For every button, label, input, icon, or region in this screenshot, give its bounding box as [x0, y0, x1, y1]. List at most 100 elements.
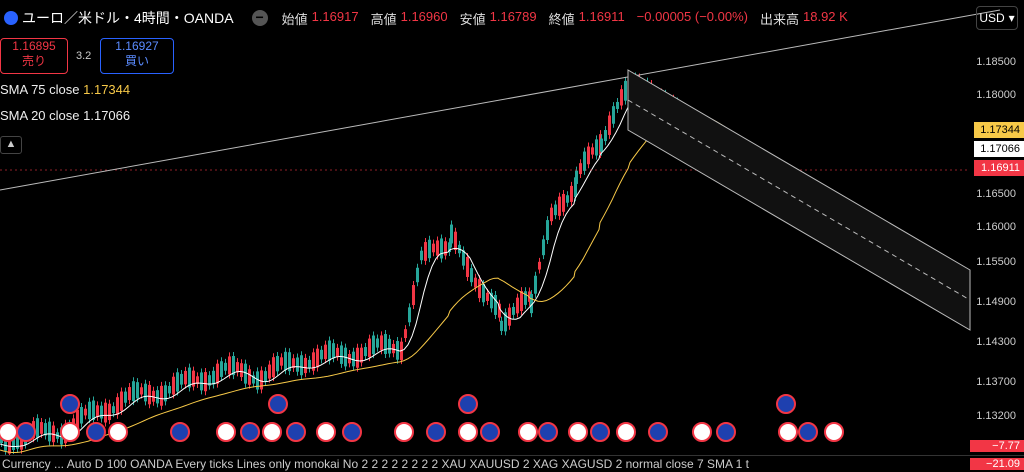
- candle-body: [280, 357, 283, 366]
- country-flag-icon: [538, 422, 558, 442]
- candle-body: [530, 293, 533, 314]
- candle-body: [300, 355, 303, 376]
- candle-body: [88, 401, 91, 420]
- candle-body: [416, 267, 419, 283]
- candle-body: [288, 352, 291, 372]
- candle-body: [248, 369, 251, 385]
- country-flag-icon: [590, 422, 610, 442]
- candle-body: [384, 334, 387, 355]
- candle-body: [128, 387, 131, 401]
- candle-body: [240, 363, 243, 378]
- candle-body: [184, 370, 187, 385]
- candle-body: [508, 307, 511, 326]
- candle-body: [534, 275, 537, 294]
- candle-body: [538, 261, 541, 270]
- ohlc-values: 始値 1.16917 高値 1.16960 安値 1.16789 終値 1.16911 …: [281, 8, 848, 27]
- candle-body: [296, 357, 299, 372]
- candle-body: [96, 405, 99, 417]
- candle-body: [188, 367, 191, 388]
- buy-button[interactable]: 1.16927 買い: [100, 38, 174, 74]
- candle-body: [272, 357, 275, 378]
- country-flag-icon: [716, 422, 736, 442]
- candle-body: [276, 355, 279, 372]
- candle-body: [292, 358, 295, 369]
- candle-body: [8, 434, 11, 454]
- candle-body: [408, 307, 411, 323]
- candle-body: [428, 239, 431, 259]
- country-flag-icon: [798, 422, 818, 442]
- candle-body: [208, 375, 211, 386]
- candle-body: [164, 385, 167, 402]
- candle-body: [140, 387, 143, 395]
- candle-body: [320, 349, 323, 360]
- candle-body: [328, 340, 331, 361]
- candle-body: [192, 370, 195, 387]
- candle-body: [512, 306, 515, 315]
- bottom-value-tag-2: −21.09: [970, 458, 1024, 470]
- candle-body: [352, 351, 355, 367]
- chevron-up-icon[interactable]: ▲: [0, 136, 22, 154]
- symbol-icon[interactable]: [4, 11, 18, 25]
- candle-body: [136, 382, 139, 399]
- candle-body: [562, 193, 565, 212]
- country-flag-icon: [60, 394, 80, 414]
- country-flag-icon: [216, 422, 236, 442]
- candle-body: [591, 147, 594, 155]
- candle-body: [152, 390, 155, 402]
- sma20-line: [0, 90, 757, 448]
- price-axis-label: 1.18500: [976, 56, 1016, 68]
- candle-body: [144, 383, 147, 402]
- candle-body: [420, 250, 423, 261]
- candle-body: [100, 405, 103, 419]
- candle-body: [180, 373, 183, 385]
- candle-body: [608, 115, 611, 135]
- symbol-title[interactable]: ユーロ／米ドル・4時間・OANDA: [22, 10, 234, 26]
- indicator-sma20[interactable]: SMA 20 close 1.17066: [0, 108, 131, 123]
- candle-body: [76, 409, 79, 430]
- candle-body: [376, 338, 379, 348]
- candle-body: [504, 312, 507, 332]
- candle-body: [304, 357, 307, 374]
- candle-body: [252, 375, 255, 384]
- candle-body: [436, 240, 439, 256]
- country-flag-icon: [568, 422, 588, 442]
- country-flag-icon: [458, 394, 478, 414]
- candle-body: [388, 338, 391, 354]
- candle-body: [228, 356, 231, 375]
- candle-body: [412, 285, 415, 306]
- country-flag-icon: [518, 422, 538, 442]
- sell-button[interactable]: 1.16895 売り: [0, 38, 68, 74]
- candle-body: [336, 347, 339, 357]
- sma75-line: [0, 112, 757, 454]
- candle-body: [616, 101, 619, 109]
- candle-body: [4, 433, 7, 451]
- candle-body: [612, 106, 615, 124]
- candle-body: [440, 238, 443, 259]
- candle-body: [268, 364, 271, 379]
- country-flag-icon: [16, 422, 36, 442]
- dot-menu-icon[interactable]: −: [251, 10, 268, 26]
- country-flag-icon: [108, 422, 128, 442]
- candle-body: [256, 371, 259, 390]
- candle-body: [160, 385, 163, 406]
- candle-body: [516, 297, 519, 314]
- country-flag-icon: [458, 422, 478, 442]
- sell-price: 1.16895: [12, 39, 56, 53]
- candle-body: [16, 436, 19, 449]
- candle-body: [204, 372, 207, 392]
- indicator-sma75[interactable]: SMA 75 close 1.17344: [0, 82, 131, 97]
- country-flag-icon: [394, 422, 414, 442]
- price-axis-label: 1.14300: [976, 336, 1016, 348]
- candle-body: [520, 291, 523, 312]
- bottom-status-bar: Currency ... Auto D 100 OANDA Every tick…: [0, 455, 1024, 472]
- country-flag-icon: [776, 394, 796, 414]
- currency-select[interactable]: USD ▾: [976, 6, 1018, 30]
- country-flag-icon: [60, 422, 80, 442]
- trend-line: [0, 9, 1001, 191]
- candle-body: [524, 291, 527, 305]
- candle-body: [264, 371, 267, 382]
- country-flag-icon: [692, 422, 712, 442]
- candle-body: [92, 400, 95, 420]
- candle-body: [474, 277, 477, 288]
